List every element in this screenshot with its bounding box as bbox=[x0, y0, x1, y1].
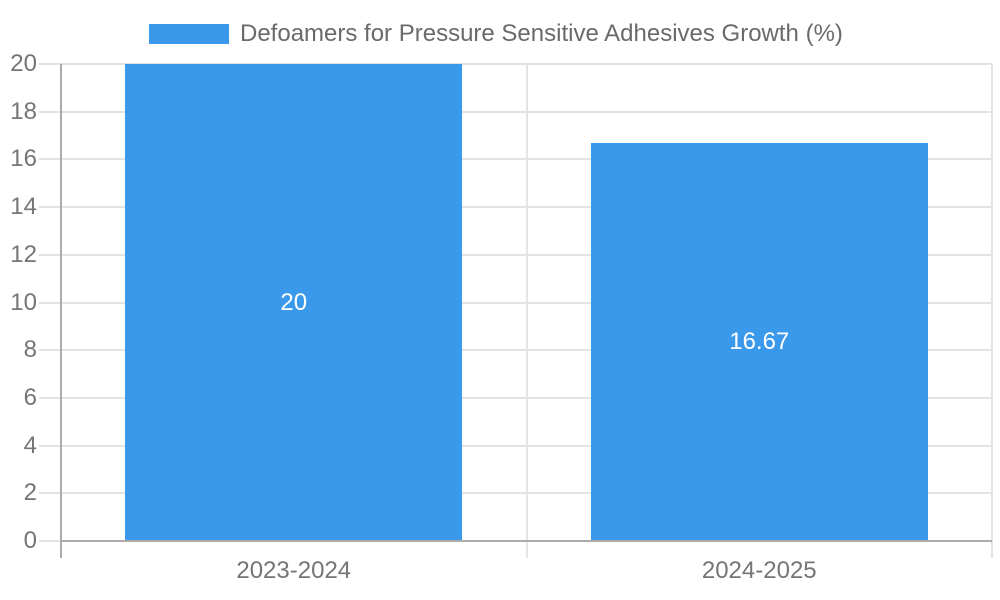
y-axis-tick-label: 2 bbox=[23, 479, 37, 507]
y-axis-tick-label: 16 bbox=[10, 145, 37, 173]
y-tick-mark bbox=[39, 445, 61, 447]
y-axis-tick-label: 14 bbox=[10, 193, 37, 221]
y-axis-tick-label: 8 bbox=[23, 336, 37, 364]
y-tick-mark bbox=[39, 254, 61, 256]
y-tick-mark bbox=[39, 397, 61, 399]
y-tick-mark bbox=[39, 349, 61, 351]
bar-value-label: 20 bbox=[280, 288, 308, 316]
bar-value-label: 16.67 bbox=[729, 328, 790, 356]
y-axis-tick-label: 10 bbox=[10, 288, 37, 316]
legend-swatch bbox=[149, 24, 229, 44]
y-tick-mark bbox=[39, 111, 61, 113]
category-boundary-line bbox=[526, 64, 528, 558]
y-axis-line bbox=[60, 64, 62, 558]
x-axis-line bbox=[61, 540, 992, 542]
y-tick-mark bbox=[39, 206, 61, 208]
category-boundary-line bbox=[991, 64, 993, 558]
y-tick-mark bbox=[39, 492, 61, 494]
y-axis-tick-label: 4 bbox=[23, 431, 37, 459]
y-tick-mark bbox=[39, 302, 61, 304]
y-axis-tick-label: 0 bbox=[23, 527, 37, 554]
bar[interactable] bbox=[125, 64, 463, 541]
bar[interactable] bbox=[590, 143, 928, 541]
y-axis-tick-label: 6 bbox=[23, 383, 37, 411]
y-tick-mark bbox=[39, 158, 61, 160]
y-axis-tick-label: 12 bbox=[10, 240, 37, 268]
legend-label: Defoamers for Pressure Sensitive Adhesiv… bbox=[240, 20, 843, 47]
legend[interactable]: Defoamers for Pressure Sensitive Adhesiv… bbox=[149, 20, 843, 47]
y-axis-tick-label: 18 bbox=[10, 97, 37, 125]
y-tick-mark bbox=[39, 540, 61, 542]
x-axis-tick-label: 2023-2024 bbox=[236, 557, 352, 584]
x-axis-tick-label: 2024-2025 bbox=[701, 557, 817, 584]
y-tick-mark bbox=[39, 63, 61, 65]
y-axis-tick-label: 20 bbox=[10, 50, 37, 77]
